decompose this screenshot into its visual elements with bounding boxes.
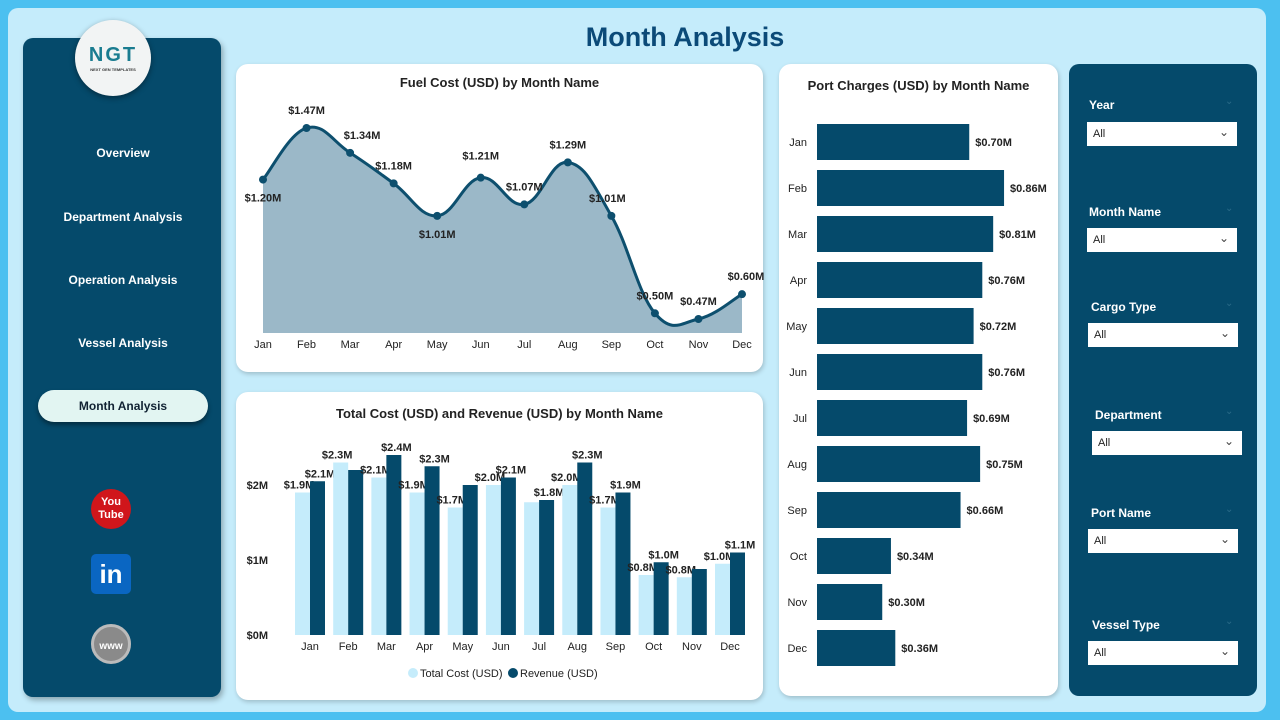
nav-overview[interactable]: Overview [96,146,150,160]
filter-value: All [1094,535,1107,547]
chevron-down-icon[interactable]: ⌄ [1225,504,1234,515]
filter-label-cargo-type: Cargo Type [1091,300,1157,314]
nav-operation-analysis[interactable]: Operation Analysis [68,273,178,287]
filter-label-year: Year [1089,98,1115,112]
chevron-down-icon[interactable]: ⌄ [1225,203,1234,214]
nav-department-analysis[interactable]: Department Analysis [63,210,183,224]
filter-value: All [1094,329,1107,341]
filter-label-department: Department [1095,408,1162,422]
filter-value: All [1094,647,1107,659]
chevron-down-icon: ⌄ [1219,326,1230,340]
filter-panel [1069,64,1257,696]
chevron-down-icon[interactable]: ⌄ [1225,616,1234,627]
chevron-down-icon: ⌄ [1218,125,1229,139]
fuel-cost-card: Fuel Cost (USD) by Month Name [236,64,763,372]
cost-revenue-chart-title: Total Cost (USD) and Revenue (USD) by Mo… [336,406,663,421]
filter-dropdown-department[interactable]: All ⌄ [1092,431,1242,455]
youtube-icon[interactable]: You Tube [91,489,131,529]
ngt-logo: NGT NEXT GEN TEMPLATES [75,20,151,96]
fuel-chart-title: Fuel Cost (USD) by Month Name [399,75,600,90]
chevron-down-icon: ⌄ [1223,434,1234,448]
filter-label-vessel-type: Vessel Type [1092,618,1160,632]
filter-dropdown-month-name[interactable]: All ⌄ [1087,228,1237,252]
chevron-down-icon: ⌄ [1219,644,1230,658]
port-chart-title: Port Charges (USD) by Month Name [807,78,1030,93]
filter-value: All [1093,128,1106,140]
chevron-down-icon[interactable]: ⌄ [1225,406,1234,417]
filter-dropdown-port-name[interactable]: All ⌄ [1088,529,1238,553]
globe-icon[interactable]: www [91,624,131,664]
filter-value: All [1098,437,1111,449]
chevron-down-icon: ⌄ [1219,532,1230,546]
cost-revenue-card: Total Cost (USD) and Revenue (USD) by Mo… [236,392,763,700]
filter-value: All [1093,234,1106,246]
nav-month-analysis[interactable]: Month Analysis [38,390,208,422]
linkedin-icon[interactable]: in [91,554,131,594]
chevron-down-icon: ⌄ [1218,231,1229,245]
port-charges-card: Port Charges (USD) by Month Name [779,64,1058,696]
nav-vessel-analysis[interactable]: Vessel Analysis [78,336,168,350]
filter-dropdown-year[interactable]: All ⌄ [1087,122,1237,146]
filter-label-port-name: Port Name [1091,506,1152,520]
filter-dropdown-vessel-type[interactable]: All ⌄ [1088,641,1238,665]
chevron-down-icon[interactable]: ⌄ [1225,298,1234,309]
filter-dropdown-cargo-type[interactable]: All ⌄ [1088,323,1238,347]
chevron-down-icon[interactable]: ⌄ [1225,96,1234,107]
page-title: Month Analysis [585,22,785,52]
filter-label-month-name: Month Name [1089,205,1161,219]
